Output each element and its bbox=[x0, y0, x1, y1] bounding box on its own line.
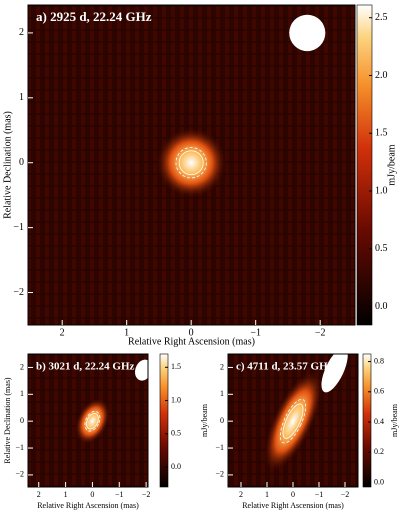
y-tick-label: 0 bbox=[20, 416, 24, 425]
y-axis-label: Relative Declination (mas) bbox=[2, 111, 13, 219]
colorbar-tick-label: 1.0 bbox=[375, 185, 388, 196]
x-tick-label: 0 bbox=[189, 327, 194, 338]
beam bbox=[321, 347, 348, 393]
x-tick-label: 0 bbox=[291, 490, 295, 499]
panel-title: c) 4711 d, 23.57 GHz bbox=[236, 361, 333, 373]
colorbar-tick-label: 0.0 bbox=[375, 301, 388, 312]
source bbox=[178, 150, 204, 176]
y-tick-label: 2 bbox=[220, 362, 224, 371]
x-tick-label: 2 bbox=[60, 327, 65, 338]
colorbar bbox=[356, 4, 373, 326]
x-tick-label: −2 bbox=[142, 490, 151, 499]
x-axis-label: Relative Right Ascension (mas) bbox=[37, 501, 139, 510]
source bbox=[75, 398, 110, 445]
x-tick-label: 1 bbox=[124, 327, 129, 338]
y-tick-label: 1 bbox=[20, 389, 24, 398]
colorbar-tick-label: 2.5 bbox=[375, 12, 388, 23]
x-axis-label: Relative Right Ascension (mas) bbox=[242, 501, 344, 510]
colorbar-tick-label: 0.2 bbox=[374, 447, 384, 456]
y-tick-label: 0 bbox=[19, 157, 24, 168]
panel-title: b) 3021 d, 22.24 GHz bbox=[36, 361, 135, 373]
colorbar-tick-label: 2.0 bbox=[375, 70, 388, 81]
colorbar-tick-label: 0.0 bbox=[171, 462, 181, 471]
y-tick-label: 2 bbox=[19, 27, 24, 38]
colorbar-label: mJy/beam bbox=[390, 403, 399, 437]
x-tick-label: −1 bbox=[315, 490, 324, 499]
x-tick-label: −2 bbox=[315, 327, 326, 338]
colorbar-label: mJy/beam bbox=[200, 403, 209, 437]
colorbar-tick-label: 0.0 bbox=[374, 477, 384, 486]
colorbar-tick-label: 0.5 bbox=[171, 429, 181, 438]
y-tick-label: −1 bbox=[15, 443, 24, 452]
y-tick-label: 2 bbox=[20, 362, 24, 371]
source bbox=[86, 412, 99, 430]
source bbox=[263, 370, 323, 472]
y-tick-label: 1 bbox=[19, 92, 24, 103]
source bbox=[282, 403, 304, 439]
panel-title: a) 2925 d, 22.24 GHz bbox=[36, 9, 152, 24]
x-axis-label: Relative Right Ascension (mas) bbox=[128, 336, 255, 347]
map bbox=[155, 127, 227, 198]
y-tick-label: −2 bbox=[215, 470, 224, 479]
beam bbox=[289, 14, 326, 52]
map bbox=[75, 398, 110, 445]
x-tick-label: −1 bbox=[115, 490, 124, 499]
x-tick-label: 2 bbox=[37, 490, 41, 499]
colorbar bbox=[159, 353, 169, 488]
y-tick-label: 0 bbox=[220, 416, 224, 425]
y-tick-label: −1 bbox=[215, 443, 224, 452]
x-tick-label: −2 bbox=[341, 490, 350, 499]
colorbar-tick-label: 1.5 bbox=[171, 362, 181, 371]
colorbar bbox=[362, 353, 372, 488]
y-tick-label: −2 bbox=[13, 287, 24, 298]
y-tick-label: 1 bbox=[220, 389, 224, 398]
y-tick-label: −1 bbox=[13, 222, 24, 233]
colorbar-tick-label: 0.6 bbox=[374, 387, 384, 396]
colorbar-label: mJy/beam bbox=[386, 144, 397, 185]
colorbar-tick-label: 1.0 bbox=[171, 395, 181, 404]
map bbox=[263, 370, 323, 472]
x-tick-label: 0 bbox=[90, 490, 94, 499]
x-tick-label: −1 bbox=[250, 327, 261, 338]
source bbox=[155, 127, 227, 198]
x-tick-label: 1 bbox=[64, 490, 68, 499]
colorbar-tick-label: 0.8 bbox=[374, 356, 384, 365]
colorbar-tick-label: 1.5 bbox=[375, 128, 388, 139]
colorbar-tick-label: 0.5 bbox=[375, 243, 388, 254]
y-tick-label: −2 bbox=[15, 470, 24, 479]
x-tick-label: 1 bbox=[265, 490, 269, 499]
y-axis-label: Relative Declination (mas) bbox=[3, 377, 12, 464]
source bbox=[175, 147, 207, 179]
plot-frame bbox=[27, 353, 149, 488]
colorbar-tick-label: 0.4 bbox=[374, 417, 384, 426]
x-tick-label: 2 bbox=[239, 490, 243, 499]
source bbox=[279, 398, 307, 444]
